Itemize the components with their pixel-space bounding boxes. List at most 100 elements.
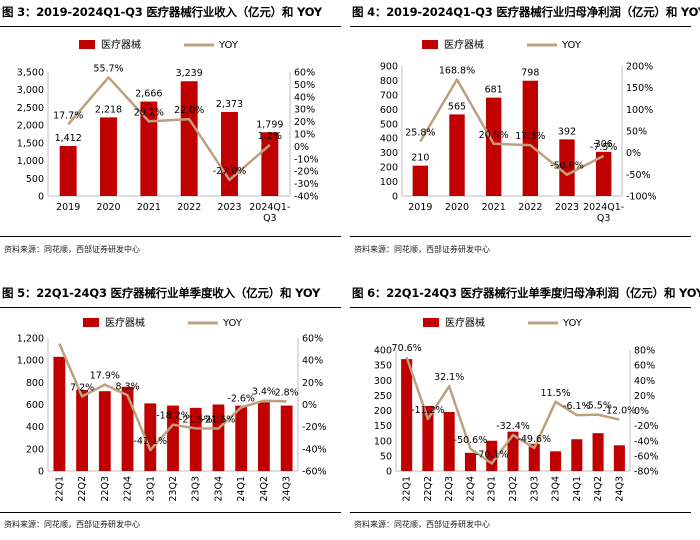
y2-tick-label: 150% bbox=[626, 83, 653, 94]
x-tick-label: 24Q3 bbox=[614, 476, 625, 502]
yoy-value-label: 168.8% bbox=[439, 66, 475, 77]
x-tick-label: 2024Q1- bbox=[583, 202, 624, 213]
x-tick-label: 22Q1 bbox=[54, 476, 65, 502]
legend-swatch-bar bbox=[422, 40, 438, 49]
y2-tick-label: 20% bbox=[302, 378, 323, 389]
bar-22Q3 bbox=[98, 391, 111, 471]
yoy-value-label: 3.4% bbox=[252, 387, 276, 398]
x-tick-label: Q3 bbox=[263, 213, 277, 224]
x-tick-label: 24Q2 bbox=[593, 476, 604, 502]
bar-value-label: 1,799 bbox=[256, 119, 283, 130]
y-tick-label: 200 bbox=[380, 163, 398, 174]
y-tick-label: 200 bbox=[374, 406, 392, 417]
y2-tick-label: 0% bbox=[294, 142, 309, 153]
bar-2019 bbox=[412, 165, 429, 196]
y-tick-label: 200 bbox=[26, 444, 44, 455]
bar-2022 bbox=[522, 80, 539, 196]
yoy-value-label: -6.1% bbox=[563, 401, 591, 412]
y-tick-label: 2,000 bbox=[17, 121, 44, 132]
y-tick-label: 100 bbox=[380, 177, 398, 188]
bar-24Q1 bbox=[571, 439, 583, 471]
yoy-value-label: -41.1% bbox=[133, 436, 167, 447]
yoy-value-label: -5.5% bbox=[584, 401, 612, 412]
yoy-value-label: -50.6% bbox=[454, 435, 488, 446]
legend-swatch-bar bbox=[83, 318, 99, 327]
y2-tick-label: 100% bbox=[626, 105, 653, 116]
title-rule bbox=[350, 26, 691, 27]
y2-tick-label: 40% bbox=[634, 376, 655, 387]
y-tick-label: 1,500 bbox=[17, 138, 44, 149]
legend-swatch-bar bbox=[423, 318, 439, 327]
y2-tick-label: -80% bbox=[634, 467, 659, 478]
y-tick-label: 1,200 bbox=[17, 334, 44, 345]
y-tick-label: 400 bbox=[26, 422, 44, 433]
yoy-value-label: -27.0% bbox=[213, 166, 247, 177]
bar-23Q3 bbox=[528, 443, 540, 471]
x-tick-label: 23Q3 bbox=[529, 476, 540, 502]
yoy-value-label: -11.2% bbox=[411, 405, 445, 416]
x-tick-label: 2023 bbox=[217, 202, 241, 213]
profit-quarterly-chart: 医疗器械 YOY 0 50 100 150 200 250 300 350 400 -80% -60% -… bbox=[374, 316, 659, 502]
yoy-value-label: -12.0% bbox=[603, 406, 637, 417]
yoy-value-label: 8.3% bbox=[115, 381, 139, 392]
x-tick-label: 2023 bbox=[555, 202, 579, 213]
y-tick-label: 400 bbox=[374, 346, 392, 357]
x-tick-label: 22Q3 bbox=[444, 476, 455, 502]
yoy-line bbox=[419, 78, 605, 176]
y-tick-label: 3,500 bbox=[17, 68, 44, 79]
yoy-value-label: -21.6% bbox=[202, 414, 236, 425]
yoy-value-label: 17.9% bbox=[90, 371, 120, 382]
bar-value-label: 1,412 bbox=[55, 133, 82, 144]
bar-24Q1 bbox=[235, 405, 248, 471]
y-tick-label: 100 bbox=[374, 436, 392, 447]
source-note: 资料来源：同花顺，西部证券研发中心 bbox=[4, 245, 140, 254]
bar-2021 bbox=[485, 97, 502, 196]
y2-tick-label: 50% bbox=[626, 127, 647, 138]
bar-23Q2 bbox=[507, 431, 519, 471]
bar-2020 bbox=[449, 114, 465, 196]
y-tick-label: 0 bbox=[38, 192, 44, 203]
y2-tick-label: -100% bbox=[626, 192, 657, 203]
x-tick-label: 23Q4 bbox=[213, 476, 224, 502]
bar-value-label: 306 bbox=[595, 139, 613, 150]
bar-2022 bbox=[180, 81, 198, 196]
bar-23Q3 bbox=[189, 407, 202, 471]
y-tick-label: 400 bbox=[380, 134, 398, 145]
y2-tick-label: -60% bbox=[634, 451, 659, 462]
yoy-value-label: 55.7% bbox=[93, 63, 123, 74]
title-rule bbox=[350, 307, 691, 308]
bar-22Q3 bbox=[443, 412, 455, 471]
y2-tick-label: 40% bbox=[302, 356, 323, 367]
y2-tick-label: 50% bbox=[294, 80, 315, 91]
bar-value-label: 210 bbox=[411, 153, 429, 164]
y-tick-label: 250 bbox=[374, 391, 392, 402]
chart-panel-3: 图 5：22Q1-24Q3 医疗器械行业单季度收入（亿元）和 YOY 医疗器械 Y… bbox=[0, 270, 345, 538]
y-tick-label: 3,000 bbox=[17, 85, 44, 96]
source-note: 资料来源：同花顺，西部证券研发中心 bbox=[354, 245, 490, 254]
y-tick-label: 1,000 bbox=[17, 356, 44, 367]
y-tick-label: 2,500 bbox=[17, 103, 44, 114]
yoy-value-label: 32.1% bbox=[434, 372, 464, 383]
y2-tick-label: 40% bbox=[294, 92, 315, 103]
x-tick-label: 2021 bbox=[482, 202, 506, 213]
y2-tick-label: -50% bbox=[626, 170, 651, 181]
legend-label-bar: 医疗器械 bbox=[101, 38, 141, 51]
y-tick-label: 350 bbox=[374, 361, 392, 372]
bar-22Q1 bbox=[53, 356, 66, 471]
bar-value-label: 3,239 bbox=[176, 68, 203, 79]
x-tick-label: 2020 bbox=[445, 202, 469, 213]
yoy-value-label: -32.4% bbox=[496, 421, 530, 432]
title-rule bbox=[0, 26, 341, 27]
y-tick-label: 800 bbox=[380, 76, 398, 87]
x-tick-label: 2022 bbox=[518, 202, 542, 213]
x-tick-label: 23Q2 bbox=[168, 476, 179, 502]
legend-swatch-bar bbox=[79, 40, 95, 49]
bar-22Q2 bbox=[76, 390, 88, 471]
source-note: 资料来源：同花顺，西部证券研发中心 bbox=[354, 520, 490, 529]
legend-label-line: YOY bbox=[561, 40, 582, 51]
revenue-quarterly-chart: 医疗器械 YOY 0 200 400 600 800 1,000 1,200 -60% -40% -2… bbox=[17, 316, 327, 502]
yoy-value-label: 25.8% bbox=[405, 127, 435, 138]
y2-tick-label: -20% bbox=[634, 421, 659, 432]
y2-tick-label: 60% bbox=[634, 361, 655, 372]
y2-tick-label: -30% bbox=[294, 179, 319, 190]
